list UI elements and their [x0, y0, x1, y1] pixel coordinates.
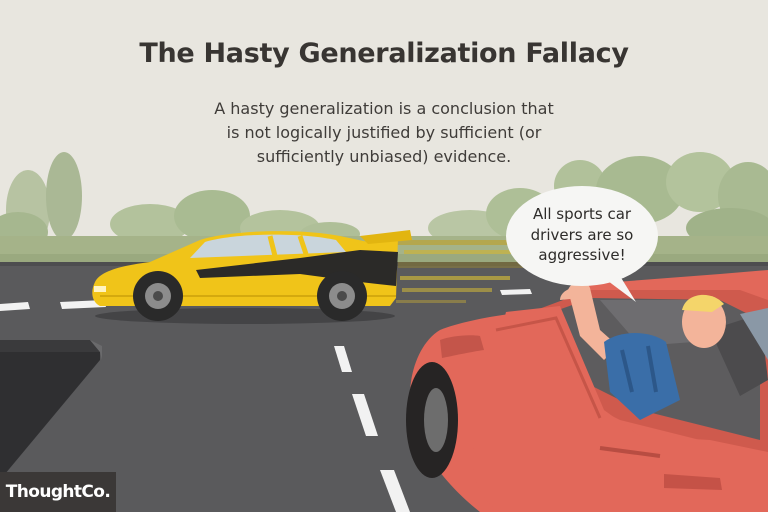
red-car-door	[472, 306, 768, 512]
logo-text: ThoughtCo.	[5, 482, 111, 502]
curb	[0, 340, 102, 480]
subtitle: A hasty generalization is a conclusion t…	[184, 97, 584, 169]
subtitle-line: is not logically justified by sufficient…	[226, 123, 542, 142]
speech-line: drivers are so	[530, 225, 634, 244]
page-title: The Hasty Generalization Fallacy	[139, 38, 629, 69]
subtitle-line: A hasty generalization is a conclusion t…	[214, 99, 554, 118]
speed-lines	[396, 240, 546, 303]
sports-car	[92, 230, 412, 324]
subtitle-line: sufficiently unbiased) evidence.	[256, 147, 512, 166]
thoughtco-logo[interactable]: ThoughtCo.	[0, 472, 116, 512]
speech-bubble-text: All sports car drivers are so aggressive…	[510, 204, 654, 266]
speech-line: aggressive!	[538, 246, 626, 264]
speech-line: All sports car	[532, 205, 632, 223]
driver	[560, 281, 726, 420]
speech-bubble	[506, 186, 658, 302]
